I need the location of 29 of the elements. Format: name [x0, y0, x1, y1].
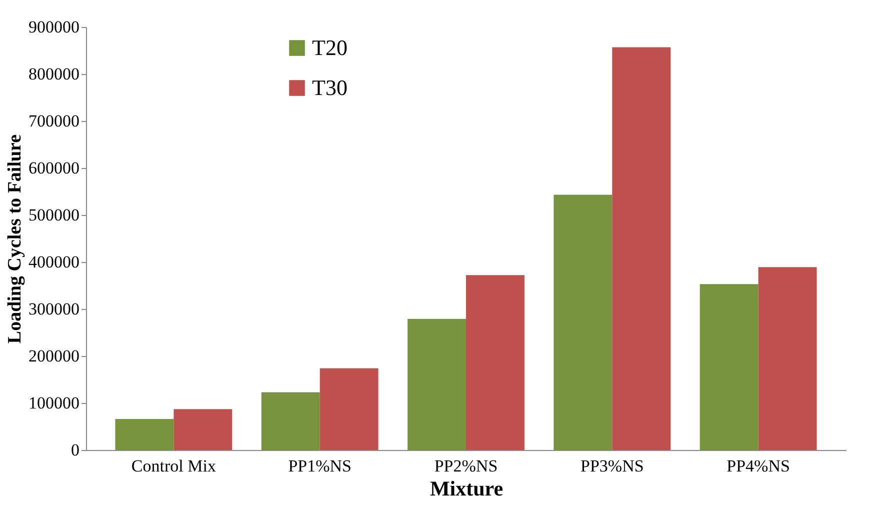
- y-tick-label: 500000: [28, 206, 80, 224]
- y-tick-label: 800000: [28, 64, 80, 84]
- bar: [115, 418, 174, 450]
- bar: [554, 194, 612, 450]
- y-tick-label: 100000: [28, 394, 80, 412]
- x-tick-label: PP3%NS: [580, 456, 644, 476]
- x-axis-title: Mixture: [430, 476, 504, 500]
- bar: [261, 392, 320, 450]
- y-tick-label: 700000: [28, 112, 80, 130]
- x-tick-label: Control Mix: [131, 456, 216, 476]
- legend-label: T20: [312, 35, 348, 60]
- y-tick-label: 300000: [28, 300, 80, 318]
- bar: [612, 47, 671, 450]
- x-tick-label: PP1%NS: [288, 456, 352, 476]
- bar: [408, 318, 466, 450]
- y-axis-title: Loading Cycles to Failure: [4, 134, 26, 344]
- bar: [320, 368, 378, 450]
- bar: [758, 267, 817, 450]
- y-tick-label: 900000: [28, 18, 80, 36]
- x-tick-label: PP2%NS: [434, 456, 498, 476]
- y-tick-label: 200000: [28, 346, 80, 366]
- bar: [700, 284, 758, 450]
- x-tick-label: PP4%NS: [726, 456, 790, 476]
- y-tick-label: 400000: [28, 252, 80, 272]
- y-tick-label: 600000: [28, 158, 80, 178]
- bar: [174, 409, 232, 450]
- legend-label: T30: [312, 75, 348, 100]
- y-tick-label: 0: [71, 440, 80, 460]
- bar: [466, 275, 524, 450]
